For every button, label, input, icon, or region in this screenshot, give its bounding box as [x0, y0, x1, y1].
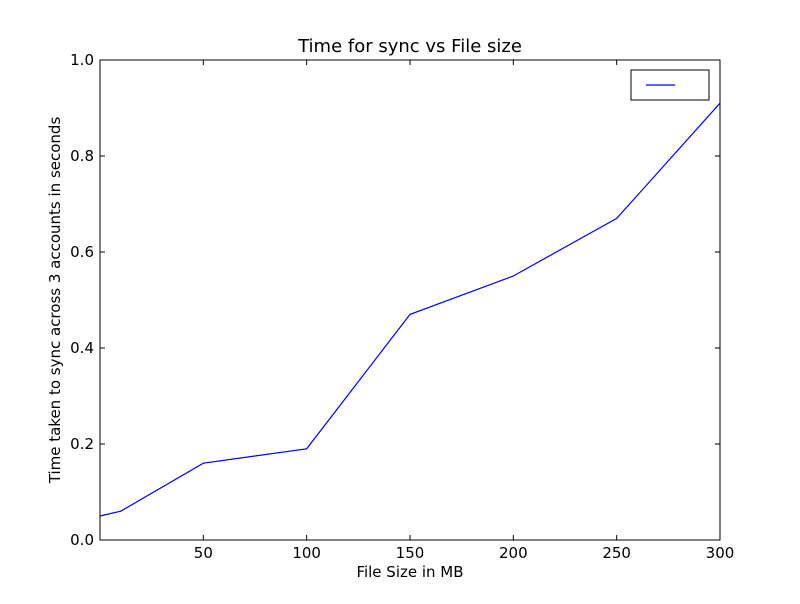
x-tick-label: 100 [292, 544, 321, 562]
x-tick-label: 250 [602, 544, 631, 562]
y-tick-label: 0.6 [70, 243, 94, 261]
legend [630, 69, 710, 101]
axes-frame [99, 59, 721, 541]
x-tick-label: 200 [499, 544, 528, 562]
data-point [306, 448, 308, 450]
x-tick-label: 300 [706, 544, 735, 562]
chart-title: Time for sync vs File size [297, 36, 522, 57]
data-point [512, 275, 514, 277]
series-line [99, 102, 721, 517]
plot-area [99, 102, 721, 517]
data-point [120, 510, 122, 512]
x-tick-label: 50 [194, 544, 213, 562]
x-tick-label: 150 [396, 544, 425, 562]
axis-ticks: 50 100 150 200 250 300 0.0 0.2 0.4 0.6 0.8 1.0 [70, 51, 734, 562]
y-tick-label: 0.4 [70, 339, 94, 357]
data-point [409, 313, 411, 315]
y-tick-label: 0.2 [70, 435, 94, 453]
x-axis-label: File Size in MB [356, 563, 463, 581]
y-axis-label: Time taken to sync across 3 accounts in … [46, 117, 64, 485]
y-tick-label: 0.8 [70, 147, 94, 165]
data-point [616, 217, 618, 219]
y-tick-label: 1.0 [70, 51, 94, 69]
data-point [202, 462, 204, 464]
y-tick-label: 0.0 [70, 531, 94, 549]
